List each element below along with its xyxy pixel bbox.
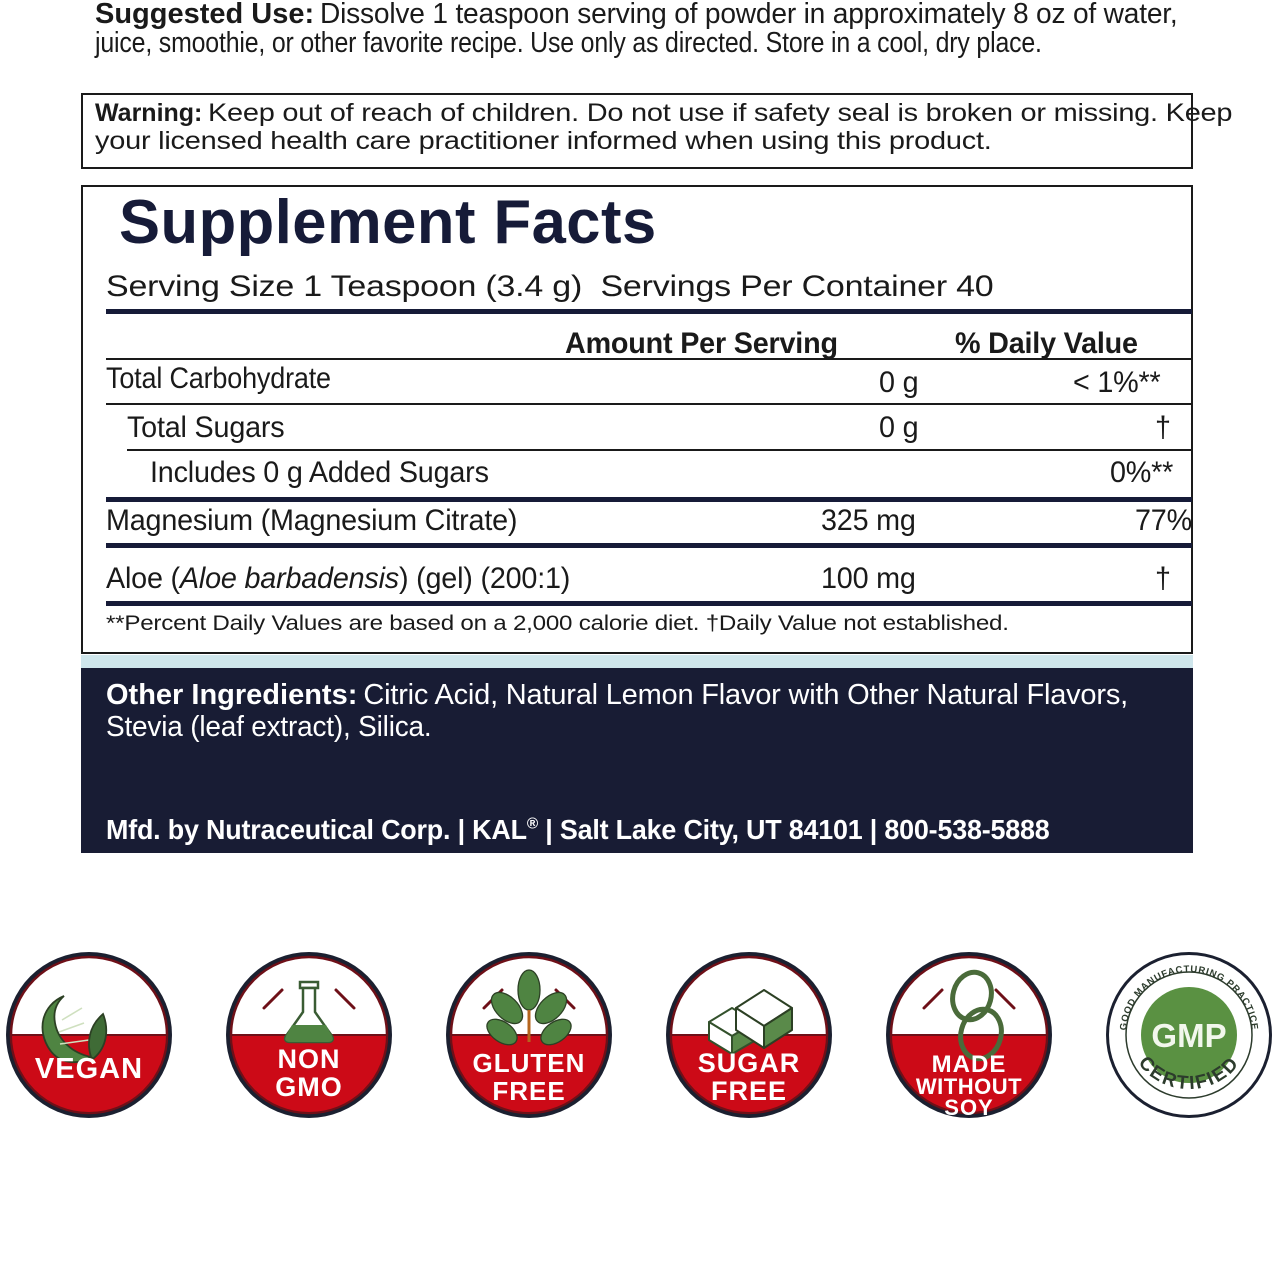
svg-text:GMP: GMP [1151, 1017, 1226, 1054]
svg-text:SOY: SOY [944, 1095, 993, 1120]
svg-text:GLUTEN: GLUTEN [473, 1048, 586, 1078]
svg-text:GMO: GMO [275, 1072, 343, 1102]
svg-text:FREE: FREE [492, 1076, 565, 1106]
svg-text:SUGAR: SUGAR [698, 1048, 801, 1078]
svg-text:NON: NON [278, 1044, 341, 1074]
svg-text:VEGAN: VEGAN [35, 1053, 143, 1085]
svg-text:FREE: FREE [711, 1076, 787, 1106]
